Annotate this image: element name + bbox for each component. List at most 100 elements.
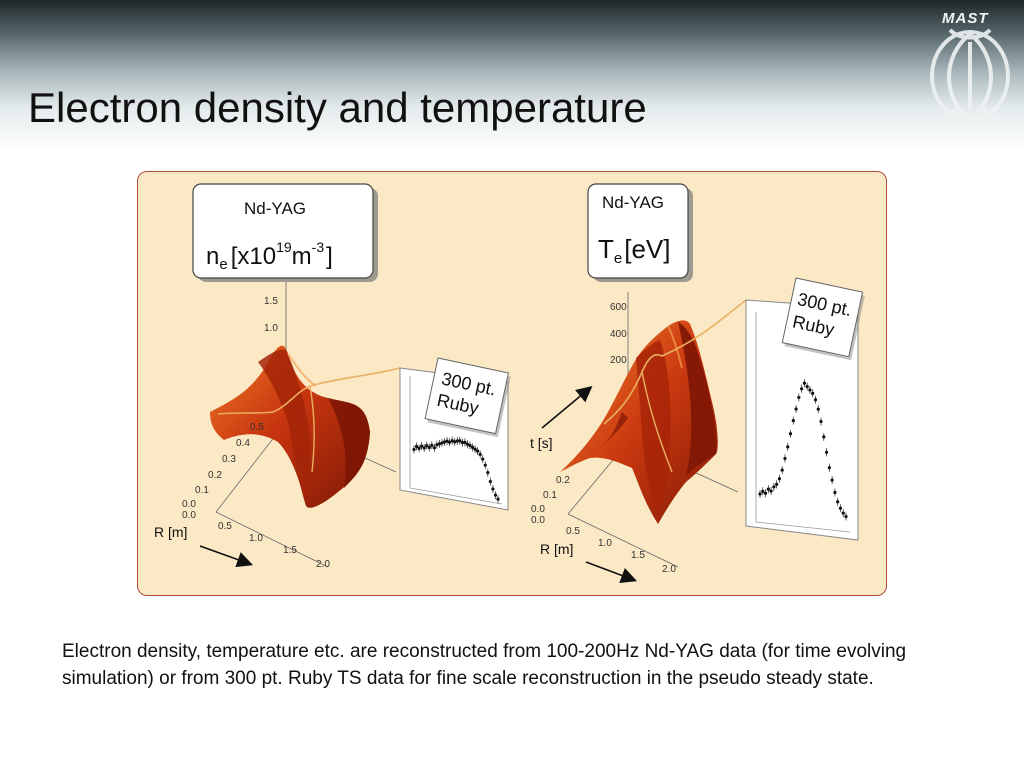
- ruby-point: [822, 435, 826, 439]
- ruby-point: [448, 440, 452, 444]
- right-box-quantity: Te[eV]: [598, 234, 670, 267]
- ruby-point: [800, 387, 804, 391]
- ruby-point: [772, 485, 776, 489]
- ruby-point: [830, 478, 834, 482]
- ruby-point: [445, 439, 449, 443]
- ruby-point: [450, 439, 454, 443]
- ruby-point: [833, 490, 837, 495]
- left-box-exp2: -3: [312, 239, 325, 255]
- ruby-point: [816, 407, 820, 411]
- right-profile-line: [603, 299, 747, 425]
- ruby-point: [455, 439, 459, 443]
- ruby-point: [486, 471, 490, 475]
- left-t-tick: 0.4: [236, 438, 250, 449]
- ruby-point: [468, 443, 472, 448]
- mast-logo: MAST: [920, 6, 1020, 130]
- ruby-point: [425, 444, 429, 448]
- right-r-tick: 0.5: [566, 526, 580, 537]
- right-z-tick: 200: [610, 355, 627, 366]
- ruby-point: [827, 466, 831, 470]
- left-t-tick: 0.1: [195, 485, 209, 496]
- ruby-point: [838, 506, 843, 510]
- ruby-point: [493, 493, 498, 497]
- ruby-point: [430, 443, 434, 447]
- slide-caption: Electron density, temperature etc. are r…: [62, 641, 907, 689]
- ruby-point: [496, 497, 500, 501]
- ruby-point: [478, 452, 482, 457]
- left-r-tick: 0.5: [218, 521, 232, 532]
- left-t-tick: 0.2: [208, 470, 222, 481]
- ruby-point: [811, 391, 815, 395]
- ruby-point: [437, 442, 442, 446]
- right-box-subscript: e: [614, 250, 622, 267]
- right-r-tick: 1.5: [631, 550, 645, 561]
- right-t-axis-label: t [s]: [530, 435, 553, 451]
- slide-title: Electron density and temperature: [28, 84, 647, 131]
- ruby-point: [432, 446, 436, 450]
- ruby-point: [483, 463, 487, 467]
- ruby-point: [783, 456, 787, 461]
- ruby-point: [417, 446, 421, 450]
- ruby-point: [836, 500, 840, 504]
- ruby-point: [463, 440, 467, 444]
- left-ruby-profile: [412, 436, 500, 504]
- ruby-point: [427, 445, 431, 450]
- left-z-tick: 1.5: [264, 296, 278, 307]
- left-box-unit-open: [x10: [231, 243, 276, 270]
- right-r-arrow: [585, 561, 637, 583]
- right-r-tick: 1.0: [598, 538, 612, 549]
- right-r-axis-label: R [m]: [540, 541, 573, 557]
- left-box-unit-close: ]: [326, 243, 333, 270]
- ruby-point: [761, 489, 765, 493]
- left-label-box: Nd-YAG ne [x1019m-3]: [192, 183, 378, 282]
- left-ruby-inset: 300 pt. Ruby: [399, 357, 511, 511]
- ruby-point: [794, 407, 798, 411]
- ruby-point: [476, 449, 480, 453]
- ruby-point: [488, 479, 492, 484]
- ruby-point: [758, 492, 762, 496]
- ruby-point: [777, 477, 782, 481]
- right-ruby-label: 300 pt. Ruby: [781, 277, 865, 361]
- ruby-point: [473, 447, 477, 451]
- ruby-point: [808, 388, 812, 392]
- left-profile-line-front: [309, 385, 315, 473]
- left-box-unit-mid: m: [292, 243, 312, 270]
- right-z-tick: 600: [610, 302, 627, 313]
- ruby-point: [797, 395, 801, 400]
- right-box-unit: [eV]: [624, 234, 670, 264]
- right-box-symbol: T: [598, 234, 614, 264]
- left-t-tick: 0.5: [250, 422, 264, 433]
- right-t-tick: 0.0: [531, 504, 545, 515]
- ruby-point: [465, 442, 470, 446]
- left-box-source: Nd-YAG: [244, 199, 306, 218]
- ruby-point: [805, 384, 809, 389]
- ruby-point: [470, 445, 475, 449]
- ruby-point: [791, 419, 795, 423]
- left-box-quantity: ne [x1019m-3]: [206, 239, 333, 273]
- ruby-point: [412, 447, 416, 452]
- left-surface: [210, 345, 370, 508]
- ruby-point: [775, 482, 779, 486]
- ruby-point: [491, 487, 495, 491]
- ruby-point: [420, 444, 424, 448]
- mast-logo-icon: [930, 28, 1010, 124]
- left-r-axis-label: R [m]: [154, 524, 187, 540]
- right-t-tick: 0.2: [556, 475, 570, 486]
- right-r-tick: 0.0: [531, 515, 545, 526]
- right-ruby-inset: 300 pt. Ruby: [745, 277, 865, 541]
- ruby-point: [819, 419, 823, 424]
- ruby-point: [458, 439, 462, 443]
- ruby-point: [841, 511, 845, 515]
- right-z-tick: 400: [610, 329, 627, 340]
- right-plot: 600 400 200 0.2 0.1 0.0 0.0 0.5 1.0 1.5 …: [530, 183, 865, 583]
- ruby-point: [769, 489, 773, 493]
- right-profile-line-front: [641, 371, 673, 473]
- figure-panel: 1.5 1.0 0.5 0.4 0.3 0.2 0.1 0.0 0.0 0.5 …: [137, 171, 887, 596]
- ruby-point: [481, 457, 485, 461]
- left-z-tick: 1.0: [264, 323, 278, 334]
- left-plot: 1.5 1.0 0.5 0.4 0.3 0.2 0.1 0.0 0.0 0.5 …: [154, 183, 511, 570]
- ruby-point: [780, 468, 784, 472]
- left-profile-line: [217, 367, 401, 415]
- left-r-tick: 1.0: [249, 533, 263, 544]
- ruby-point: [802, 381, 806, 385]
